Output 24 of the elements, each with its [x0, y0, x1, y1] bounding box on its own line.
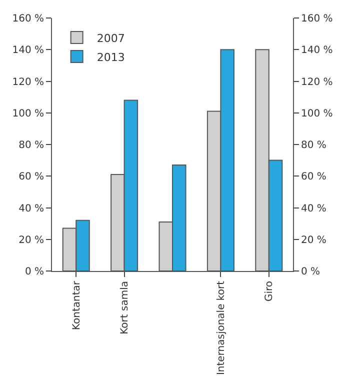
x-tick-label: Kontantar	[71, 280, 82, 330]
y-tick-label: 0 %	[24, 266, 44, 278]
y-tick-label: 100 %	[12, 108, 44, 120]
y-tick-label: 140 %	[12, 45, 44, 56]
y2-tick-label: 40 %	[301, 203, 326, 214]
y2-tick-label: 140 %	[301, 45, 333, 56]
y-tick-label: 160 %	[12, 14, 44, 24]
y2-tick-label: 100 %	[301, 108, 333, 120]
y2-tick-label: 160 %	[301, 14, 333, 24]
y-tick-label: 80 %	[18, 140, 44, 151]
x-tick-label: Giro	[264, 281, 276, 302]
y2-tick-label: 0 %	[301, 266, 320, 278]
y2-tick-label: 80 %	[301, 140, 326, 151]
x-tick-label: Kort samla	[120, 281, 131, 334]
legend-label: 2007	[96, 32, 125, 45]
y-tick-label: 120 %	[12, 76, 44, 88]
y2-tick-label: 20 %	[301, 234, 326, 246]
y2-tick-label: 120 %	[301, 76, 333, 88]
y-tick-label: 20 %	[18, 234, 44, 246]
y-tick-label: 60 %	[18, 172, 44, 183]
y2-tick-label: 60 %	[301, 172, 326, 183]
legend-label: 2013	[96, 50, 125, 64]
x-tick-label: Internasjonale kort	[216, 280, 227, 376]
y-tick-label: 40 %	[18, 203, 44, 214]
